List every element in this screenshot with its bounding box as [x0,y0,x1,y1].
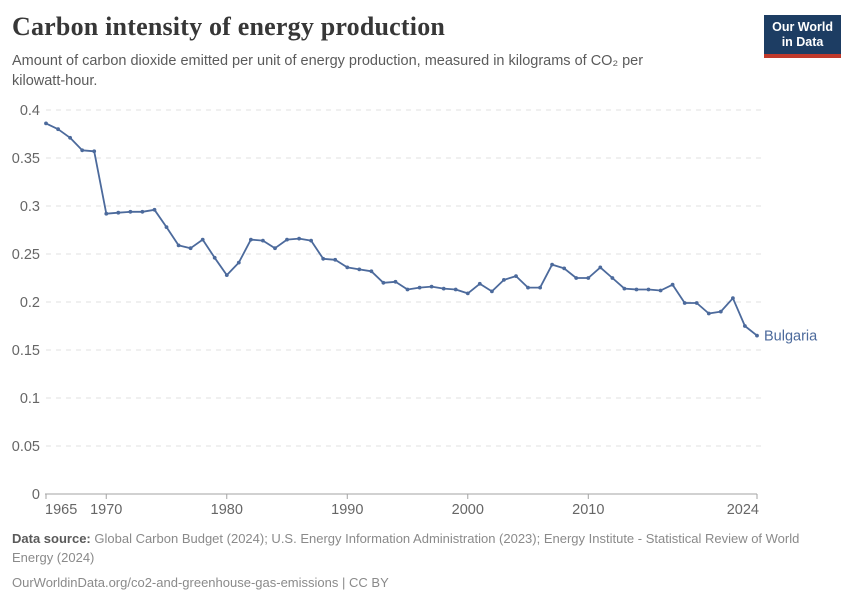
data-point [490,289,494,294]
y-tick-label: 0.3 [20,199,40,215]
data-source-label: Data source: [12,531,91,546]
logo-box: Our World in Data [764,15,841,54]
y-tick-label: 0.2 [20,295,40,311]
line-chart: 0 0.05 0.1 0.15 0.2 0.25 0.3 0.35 0.4 1965 1970 198… [12,103,818,518]
data-point [622,286,627,291]
data-source-line: Data source: Global Carbon Budget (2024)… [12,530,818,568]
data-point [224,273,229,277]
citation-line: OurWorldinData.org/co2-and-greenhouse-ga… [12,574,818,593]
logo-accent-bar [764,53,841,58]
y-tick-label: 0.25 [12,247,40,263]
data-point [80,148,85,153]
data-point [212,255,217,260]
data-point [188,246,193,251]
logo-line-1: Our World [772,20,833,34]
chart-header: Carbon intensity of energy production Am… [12,12,772,91]
data-point [200,237,205,242]
data-point [236,260,241,265]
data-point [477,281,482,286]
data-source-text: Global Carbon Budget (2024); U.S. Energy… [12,531,800,565]
y-tick-label: 0.15 [12,343,40,359]
data-point [682,301,687,305]
chart-footer: Data source: Global Carbon Budget (2024)… [12,530,818,593]
data-point [453,287,458,292]
x-tick-label: 1970 [90,502,122,518]
license-label: CC BY [349,574,389,590]
data-point [56,127,60,132]
data-point [357,267,362,272]
data-point [152,207,157,212]
data-point [731,296,735,301]
data-point [92,149,97,154]
data-point [694,301,699,305]
data-point [743,324,747,328]
y-tick-label: 0 [32,487,40,503]
data-point [598,265,603,270]
data-point [502,278,506,282]
x-tick-label: 2010 [572,502,604,518]
data-point [417,285,422,290]
x-tick-label: 1980 [211,502,243,518]
data-point [285,237,289,242]
data-point [297,236,301,241]
data-point [369,269,374,274]
x-tick-label: 2024 [727,502,759,518]
data-point [333,257,338,262]
data-point [261,238,265,243]
data-point [44,121,48,126]
data-point [393,279,398,284]
footer-separator: | [342,574,346,590]
page-subtitle: Amount of carbon dioxide emitted per uni… [12,52,644,89]
data-point [514,274,518,278]
data-point [273,246,277,251]
data-point [706,311,711,316]
data-point [381,280,386,285]
data-point [116,210,121,215]
citation-link[interactable]: OurWorldinData.org/co2-and-greenhouse-ga… [12,574,339,590]
data-point [128,209,133,214]
x-tick-label: 1965 [45,502,77,518]
data-point [164,225,169,230]
y-tick-label: 0.1 [20,391,40,407]
data-point [405,287,410,292]
data-point [538,285,542,290]
data-point [465,291,470,296]
data-point [634,287,639,292]
logo-line-2: in Data [781,34,824,49]
data-point [658,288,663,293]
series-line [45,122,758,337]
data-point [140,209,145,214]
x-tick-label: 2000 [452,502,484,518]
owid-logo: Our World in Data [764,15,841,58]
data-point [345,265,350,270]
data-point [646,287,651,292]
data-point [68,135,72,140]
data-point [429,284,434,289]
y-tick-label: 0.4 [20,103,40,119]
y-tick-label: 0.35 [12,151,40,167]
y-tick-label: 0.05 [12,439,40,455]
data-point [249,237,253,242]
data-point [104,211,109,216]
page-title: Carbon intensity of energy production [12,12,446,41]
data-point [309,238,313,243]
data-point [176,243,181,248]
data-point [574,276,579,280]
data-point [441,286,446,291]
data-point [755,333,759,338]
x-tick-label: 1990 [331,502,363,518]
data-point [610,276,615,280]
data-point [526,285,530,290]
data-point [321,256,326,261]
data-point [550,262,554,267]
data-point [586,276,591,280]
data-point [670,282,675,287]
entity-label-bulgaria: Bulgaria [764,329,818,345]
data-point [562,266,567,271]
data-point [718,309,723,314]
